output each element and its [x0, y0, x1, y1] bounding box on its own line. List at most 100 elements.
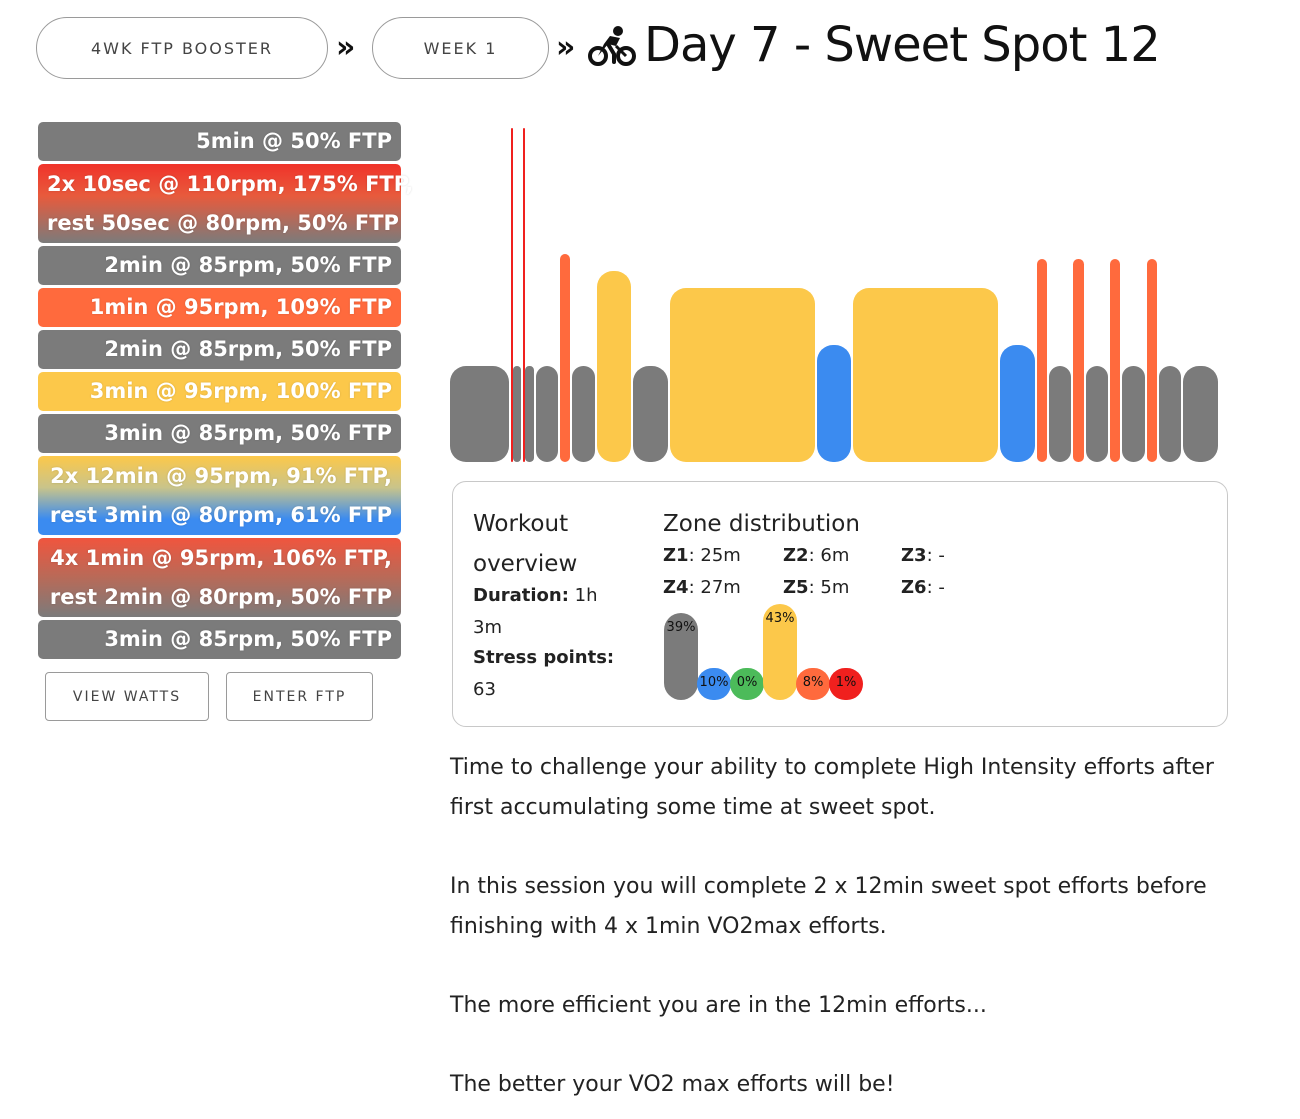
workout-step: 5min @ 50% FTP — [38, 122, 401, 161]
workout-step: 1min @ 95rpm, 109% FTP — [38, 288, 401, 327]
duration-label: Duration: — [473, 585, 569, 606]
page-title: Day 7 - Sweet Spot 12 — [644, 17, 1161, 73]
workout-interval-bar — [1000, 345, 1035, 462]
workout-step-text: 2min @ 85rpm, 50% FTP — [104, 337, 392, 361]
plan-link-button[interactable]: 4WK FTP BOOSTER — [36, 17, 328, 79]
zone-label: Z4 — [663, 577, 689, 598]
zone-distribution-bar — [763, 604, 797, 700]
zone-z6-summary: Z6: - — [901, 577, 945, 598]
zone-z1-summary: Z1: 25m — [663, 545, 741, 566]
workout-step: 2x 10sec @ 110rpm, 175% FTP, rest 50sec @… — [38, 164, 414, 243]
zone-time: 25m — [700, 545, 741, 566]
workout-step-text: rest 2min @ 80rpm, 50% FTP — [49, 584, 392, 609]
duration-value: 1h 3m — [473, 585, 598, 638]
stress-points-label: Stress points: — [473, 647, 615, 668]
duration: Duration: 1h 3m — [473, 580, 613, 644]
zone-distribution-bar — [664, 612, 698, 700]
workout-interval-bar — [1085, 366, 1108, 462]
zone-time: - — [938, 577, 945, 598]
week-link-button[interactable]: WEEK 1 — [372, 17, 549, 79]
workout-interval-bar — [1110, 259, 1121, 462]
zone-percent-label: 0% — [736, 675, 758, 690]
zone-label: Z5 — [783, 577, 809, 598]
zone-label: Z6 — [901, 577, 927, 598]
workout-interval-bar — [572, 366, 595, 462]
zone-label: Z2 — [783, 545, 809, 566]
workout-step: 2min @ 85rpm, 50% FTP — [38, 246, 401, 285]
description-paragraph: The better your VO2 max efforts will be! — [450, 1072, 895, 1097]
workout-step-text: 1min @ 95rpm, 109% FTP — [89, 295, 392, 319]
workout-interval-bar — [596, 270, 632, 462]
workout-interval-bar — [853, 288, 998, 462]
workout-interval-bar — [670, 288, 815, 462]
workout-step-text: 2x 12min @ 95rpm, 91% FTP, — [50, 463, 392, 488]
zone-z3-summary: Z3: - — [901, 545, 945, 566]
workout-step-text: 3min @ 85rpm, 50% FTP — [104, 627, 392, 651]
description-paragraph: The more efficient you are in the 12min … — [450, 993, 987, 1018]
workout-interval-bar — [513, 366, 522, 462]
workout-step-text: 2min @ 85rpm, 50% FTP — [104, 253, 392, 277]
zone-time: 5m — [820, 577, 850, 598]
zone-z4-summary: Z4: 27m — [663, 577, 741, 598]
workout-step-text: 3min @ 85rpm, 50% FTP — [104, 421, 392, 445]
workout-step: 4x 1min @ 95rpm, 106% FTP, rest 2min @ 80… — [38, 538, 401, 617]
zone-z5-summary: Z5: 5m — [783, 577, 850, 598]
description-paragraph: Time to challenge your ability to comple… — [450, 755, 1214, 820]
zone-z2-summary: Z2: 6m — [783, 545, 850, 566]
zone-percent-label: 43% — [765, 611, 795, 626]
workout-interval-bar — [525, 366, 534, 462]
workout-interval-bar — [1146, 259, 1157, 462]
workout-profile-graph — [450, 118, 1230, 466]
workout-interval-bar — [816, 345, 852, 462]
workout-overview-card: Workout overview Duration: 1h 3m Stress … — [452, 481, 1228, 727]
breadcrumb-separator: » — [336, 30, 356, 65]
zone-distribution-bar — [730, 668, 764, 700]
workout-interval-bar — [1073, 259, 1084, 462]
workout-step-text: 4x 1min @ 95rpm, 106% FTP, — [50, 545, 392, 570]
workout-interval-bar — [1036, 259, 1047, 462]
zone-label: Z1 — [663, 545, 689, 566]
workout-step-text: 3min @ 95rpm, 100% FTP — [89, 379, 392, 403]
enter-ftp-button[interactable]: ENTER FTP — [226, 672, 373, 721]
zone-distribution-bar — [796, 668, 830, 700]
workout-step-text: 2x 10sec @ 110rpm, 175% FTP, — [47, 171, 414, 196]
stress-points-value: 63 — [473, 679, 496, 700]
cyclist-icon — [588, 26, 636, 66]
zone-time: 6m — [820, 545, 850, 566]
workout-step: 2x 12min @ 95rpm, 91% FTP, rest 3min @ 80… — [38, 456, 401, 535]
workout-step-list: 5min @ 50% FTP 2x 10sec @ 110rpm, 175% FT… — [38, 122, 414, 662]
overview-title: Workout overview — [473, 511, 578, 577]
workout-step: 3min @ 85rpm, 50% FTP — [38, 414, 401, 453]
workout-interval-bar — [560, 253, 571, 462]
workout-step: 2min @ 85rpm, 50% FTP — [38, 330, 401, 369]
view-watts-button[interactable]: VIEW WATTS — [45, 672, 209, 721]
workout-interval-bar — [450, 366, 510, 462]
zone-time: 27m — [700, 577, 741, 598]
workout-interval-bar — [523, 127, 526, 462]
description-paragraph: In this session you will complete 2 x 12… — [450, 874, 1207, 939]
workout-step-text: 5min @ 50% FTP — [196, 129, 392, 153]
workout-interval-bar — [1183, 366, 1218, 462]
workout-step: 3min @ 95rpm, 100% FTP — [38, 372, 401, 411]
breadcrumb-separator: » — [556, 30, 576, 65]
workout-interval-bar — [1048, 366, 1072, 462]
breadcrumb: 4WK FTP BOOSTER » WEEK 1 » Day 7 - Sweet… — [0, 0, 1300, 100]
workout-interval-bar — [535, 366, 558, 462]
workout-step-text: rest 3min @ 80rpm, 61% FTP — [49, 502, 392, 527]
workout-interval-bar — [1158, 366, 1182, 462]
workout-interval-bar — [1122, 366, 1145, 462]
stress-points: Stress points: 63 — [473, 642, 623, 706]
workout-description: Time to challenge your ability to comple… — [450, 748, 1250, 1119]
workout-interval-bar — [633, 366, 668, 462]
workout-step: 3min @ 85rpm, 50% FTP — [38, 620, 401, 659]
zone-distribution-bar — [829, 668, 863, 700]
zone-percent-label: 8% — [802, 675, 824, 690]
zone-distribution-title: Zone distribution — [663, 511, 860, 537]
zone-distribution-bar — [697, 668, 731, 700]
zone-percent-label: 1% — [835, 675, 857, 690]
workout-interval-bar — [511, 127, 514, 462]
zone-label: Z3 — [901, 545, 927, 566]
zone-percent-label: 39% — [666, 619, 696, 635]
zone-time: - — [938, 545, 945, 566]
zone-percent-label: 10% — [699, 675, 729, 690]
